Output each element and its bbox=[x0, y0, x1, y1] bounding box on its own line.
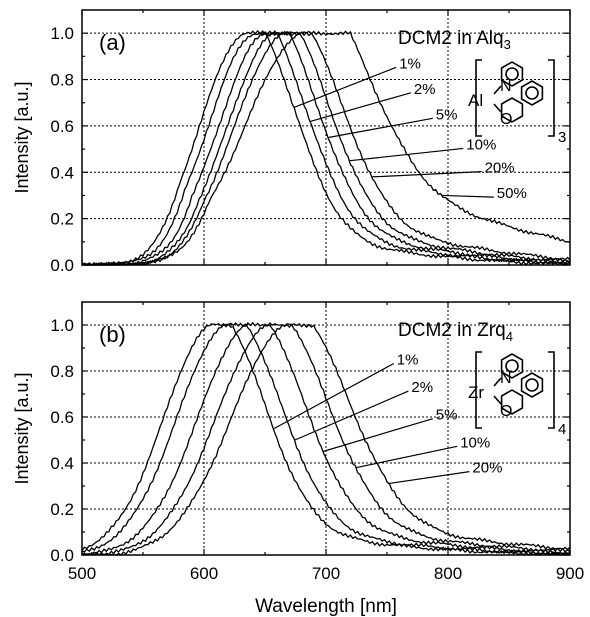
label-leader-line bbox=[294, 390, 409, 441]
series-label: 5% bbox=[436, 106, 458, 123]
y-tick-label: 0.4 bbox=[50, 454, 74, 473]
aromatic-circle bbox=[505, 359, 519, 373]
series-label: 20% bbox=[472, 460, 502, 477]
label-leader-line bbox=[349, 147, 464, 162]
series-line-50pct bbox=[81, 30, 571, 266]
y-tick-label: 0.0 bbox=[50, 256, 74, 275]
chelate-bonds bbox=[493, 377, 502, 405]
gridlines bbox=[82, 10, 570, 265]
label-leader-line bbox=[371, 171, 482, 178]
ring-bottom bbox=[500, 389, 524, 415]
label-leader-line bbox=[294, 66, 397, 108]
series-label: 50% bbox=[497, 185, 527, 202]
panel-label: (b) bbox=[99, 322, 126, 347]
atom-label-o: O bbox=[500, 403, 512, 420]
y-tick-label: 1.0 bbox=[50, 316, 74, 335]
aromatic-circle bbox=[505, 67, 519, 81]
molecule-inset bbox=[475, 351, 555, 429]
label-leader-line bbox=[387, 471, 470, 485]
ring-right bbox=[520, 80, 544, 106]
molecule-labels: NO Al 3 bbox=[468, 78, 566, 146]
x-tick-label: 800 bbox=[434, 564, 462, 583]
series-line-2pct bbox=[81, 322, 571, 556]
label-leader-line bbox=[328, 117, 433, 139]
ring-bottom bbox=[500, 97, 524, 123]
y-axis-label: Intensity [a.u.] bbox=[12, 81, 32, 193]
right-bracket bbox=[548, 351, 555, 429]
y-tick-label: 0.8 bbox=[50, 362, 74, 381]
left-bracket bbox=[475, 59, 482, 137]
left-bracket bbox=[475, 351, 482, 429]
atom-label-n: N bbox=[500, 370, 512, 387]
series-label: 5% bbox=[436, 407, 458, 424]
series-lines bbox=[81, 321, 571, 556]
molecule-labels: NO Zr 4 bbox=[468, 370, 566, 438]
aromatic-circle bbox=[525, 86, 539, 100]
y-tick-label: 0.8 bbox=[50, 71, 74, 90]
ring-top bbox=[500, 61, 524, 87]
molecule-subscript: 4 bbox=[558, 421, 566, 438]
series-line-2pct bbox=[81, 30, 571, 266]
x-axis-label: Wavelength [nm] bbox=[255, 596, 397, 617]
chart-title: DCM2 in Alq3 bbox=[398, 28, 511, 52]
series-line-20pct bbox=[81, 323, 571, 556]
metal-label: Al bbox=[468, 91, 483, 110]
series-label: 2% bbox=[414, 81, 436, 98]
ring-top bbox=[500, 353, 524, 379]
chelate-bonds bbox=[493, 85, 502, 113]
y-tick-label: 0.2 bbox=[50, 210, 74, 229]
molecule-inset bbox=[475, 59, 555, 137]
series-line-10pct bbox=[81, 31, 571, 266]
label-leader-line bbox=[322, 418, 433, 453]
ring-right bbox=[520, 372, 544, 398]
series-labels: 1% 2%5%10% 20% bbox=[273, 352, 502, 485]
series-label: 2% bbox=[411, 379, 433, 396]
y-tick-label: 0.6 bbox=[50, 117, 74, 136]
series-label: 1% bbox=[399, 55, 421, 72]
y-tick-label: 0.4 bbox=[50, 163, 74, 182]
series-label: 1% bbox=[397, 352, 419, 369]
atom-label-o: O bbox=[500, 111, 512, 128]
y-axis-label: Intensity [a.u.] bbox=[12, 372, 32, 484]
series-line-5pct bbox=[81, 321, 571, 556]
series-line-10pct bbox=[81, 322, 571, 556]
series-line-1pct bbox=[81, 29, 570, 266]
label-leader-line bbox=[310, 92, 412, 122]
panel-b: 0.0 0.2 0.4 0.6 0.8 1.0 Intensity [a.u.] (b) DCM… bbox=[12, 301, 571, 565]
aromatic-circle bbox=[525, 378, 539, 392]
label-leader-line bbox=[441, 194, 494, 198]
label-leader-line bbox=[356, 445, 458, 469]
series-labels: 1% 2%5% 10% 20% 50% bbox=[294, 55, 527, 202]
x-tick-label: 500 bbox=[68, 564, 96, 583]
series-label: 10% bbox=[466, 136, 496, 153]
y-tick-label: 0.2 bbox=[50, 500, 74, 519]
y-tick-label: 0.6 bbox=[50, 408, 74, 427]
series-label: 20% bbox=[485, 160, 515, 177]
right-bracket bbox=[548, 59, 555, 137]
panel-label: (a) bbox=[99, 30, 126, 55]
series-label: 10% bbox=[460, 434, 490, 451]
x-tick-label: 700 bbox=[312, 564, 340, 583]
atom-label-n: N bbox=[500, 78, 512, 95]
y-tick-label: 1.0 bbox=[50, 24, 74, 43]
series-lines bbox=[81, 29, 571, 266]
x-tick-label: 900 bbox=[556, 564, 584, 583]
y-tick-label: 0.0 bbox=[50, 546, 74, 565]
x-tick-label: 600 bbox=[190, 564, 218, 583]
chart-title: DCM2 in Zrq4 bbox=[398, 320, 513, 344]
molecule-subscript: 3 bbox=[558, 129, 566, 146]
metal-label: Zr bbox=[468, 383, 484, 402]
label-leader-line bbox=[273, 362, 395, 430]
panel-a: 0.0 0.2 0.4 0.6 0.8 1.0 Intensity [a.u.] (a) DCM… bbox=[12, 9, 571, 275]
